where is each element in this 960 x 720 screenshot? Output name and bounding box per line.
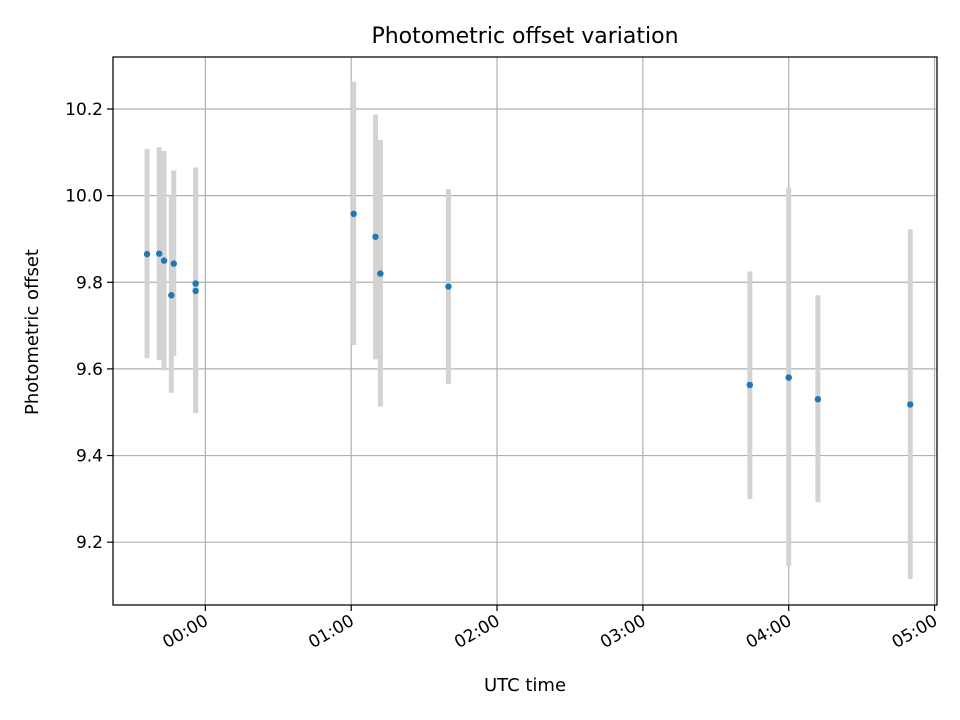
data-point (160, 257, 168, 264)
y-tick-label: 9.4 (76, 447, 103, 467)
data-point (170, 260, 177, 267)
data-point (143, 250, 151, 258)
data-point (746, 381, 754, 389)
y-axis-label: Photometric offset (22, 249, 43, 415)
data-point (350, 210, 357, 218)
data-point (907, 401, 914, 408)
y-tick-label: 9.2 (76, 533, 103, 553)
data-point (192, 287, 199, 295)
data-point (785, 374, 792, 381)
y-tick-label: 10.2 (65, 100, 103, 120)
data-point (192, 280, 199, 287)
y-tick-label: 9.8 (76, 273, 103, 293)
x-axis-label: UTC time (484, 675, 566, 696)
data-point (814, 396, 822, 403)
y-tick-label: 9.6 (76, 360, 103, 380)
chart-title: Photometric offset variation (371, 24, 678, 49)
data-point (155, 250, 163, 257)
data-point (377, 270, 384, 277)
plot-frame (112, 56, 938, 606)
data-point (168, 292, 175, 299)
y-tick-label: 10.0 (65, 187, 103, 207)
data-points (143, 210, 914, 408)
data-point (372, 233, 379, 240)
data-point (445, 283, 452, 290)
